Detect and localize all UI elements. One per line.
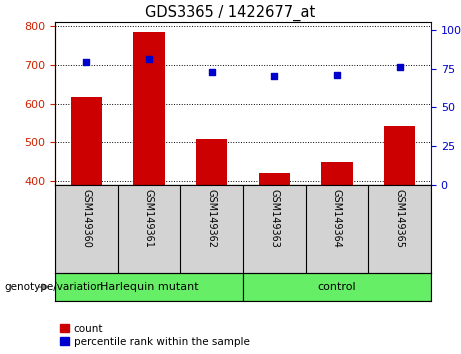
Text: GSM149361: GSM149361 xyxy=(144,189,154,248)
Text: GSM149365: GSM149365 xyxy=(395,189,405,249)
Bar xyxy=(243,273,431,301)
Bar xyxy=(71,97,102,185)
Point xyxy=(333,72,341,78)
Point xyxy=(145,56,153,62)
Text: GDS3365 / 1422677_at: GDS3365 / 1422677_at xyxy=(145,5,316,21)
Bar xyxy=(321,162,353,185)
Text: GSM149362: GSM149362 xyxy=(207,189,217,249)
Point xyxy=(208,69,215,74)
Text: Harlequin mutant: Harlequin mutant xyxy=(100,282,198,292)
Legend: count, percentile rank within the sample: count, percentile rank within the sample xyxy=(60,324,249,347)
Text: genotype/variation: genotype/variation xyxy=(5,282,104,292)
Text: control: control xyxy=(318,282,356,292)
Bar xyxy=(133,33,165,185)
Bar xyxy=(196,139,227,185)
Point xyxy=(83,59,90,65)
Text: GSM149364: GSM149364 xyxy=(332,189,342,248)
Point xyxy=(396,64,403,70)
Point xyxy=(271,74,278,79)
Text: GSM149360: GSM149360 xyxy=(81,189,91,248)
Bar xyxy=(259,173,290,185)
Bar xyxy=(384,126,415,185)
Text: GSM149363: GSM149363 xyxy=(269,189,279,248)
Bar xyxy=(55,273,243,301)
